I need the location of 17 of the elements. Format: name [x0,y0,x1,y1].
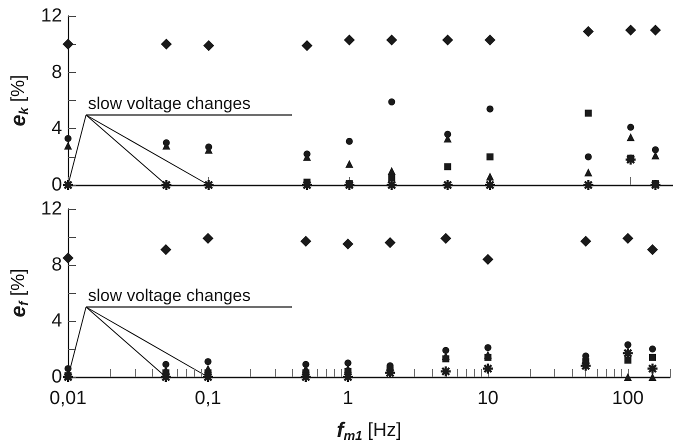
x-tick-label: 1 [342,388,354,409]
y-tick-label: 12 [40,6,62,26]
y-tick-label: 12 [40,198,62,220]
y-tick-label: 4 [51,310,62,332]
y-tick-label: 4 [51,118,62,140]
annotation: slow voltage changes [88,286,251,305]
y-axis-title: ef [%] [7,268,31,318]
x-tick-label: 0,01 [50,388,87,409]
x-tick-label: 10 [477,388,498,409]
y-tick-label: 8 [51,254,62,276]
annotation: slow voltage changes [88,94,251,113]
y-axis-title: ek [%] [7,74,31,126]
x-tick-label: 100 [612,388,644,409]
y-tick-label: 0 [51,174,62,196]
y-tick-label: 0 [51,366,62,388]
x-tick-label: 0,1 [194,388,222,409]
y-tick-label: 8 [51,62,62,83]
